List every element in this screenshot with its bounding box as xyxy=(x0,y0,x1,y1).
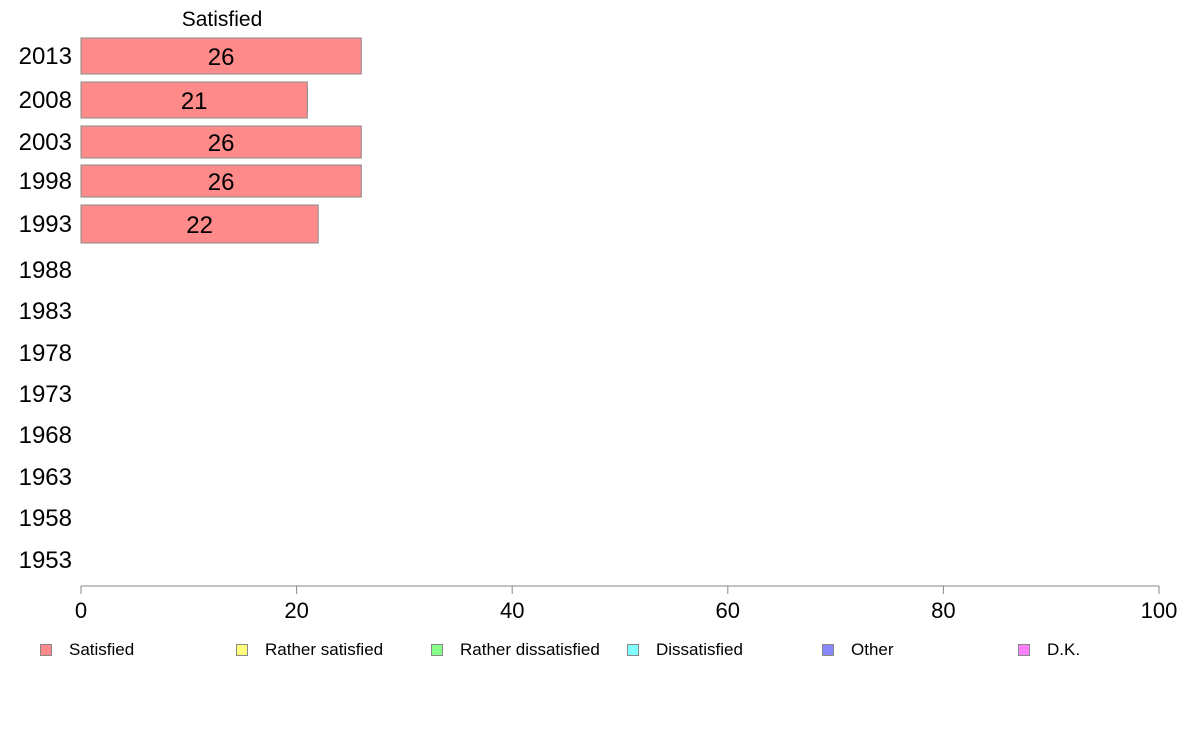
legend-swatch-rather-dissatisfied xyxy=(431,644,443,656)
legend-label-rather-satisfied: Rather satisfied xyxy=(265,640,384,659)
y-tick-label-1963: 1963 xyxy=(19,464,72,491)
bar-2003 xyxy=(80,125,362,159)
legend-label-other: Other xyxy=(851,640,894,659)
data-label-2003: 26 xyxy=(208,130,235,157)
y-tick-label-1968: 1968 xyxy=(19,422,72,449)
legend-swatch-other xyxy=(822,644,834,656)
legend-item-other: Other xyxy=(822,638,894,662)
legend-label-rather-dissatisfied: Rather dissatisfied xyxy=(460,640,600,659)
x-tick-label-60: 60 xyxy=(716,598,740,623)
x-tick-label-0: 0 xyxy=(75,598,87,623)
legend-item-dissatisfied: Dissatisfied xyxy=(627,638,743,662)
legend-swatch-dk xyxy=(1018,644,1030,656)
data-label-1993: 22 xyxy=(186,212,213,239)
y-tick-label-1953: 1953 xyxy=(19,547,72,574)
data-label-2013: 26 xyxy=(208,44,235,71)
data-label-2008: 21 xyxy=(181,88,208,115)
x-tick-label-80: 80 xyxy=(931,598,955,623)
bar-2008 xyxy=(80,81,308,119)
legend-swatch-rather-satisfied xyxy=(236,644,248,656)
y-tick-label-2008: 2008 xyxy=(19,87,72,114)
y-tick-label-2003: 2003 xyxy=(19,129,72,156)
legend-item-rather-dissatisfied: Rather dissatisfied xyxy=(431,638,600,662)
x-tick-label-40: 40 xyxy=(500,598,524,623)
legend-label-dk: D.K. xyxy=(1047,640,1081,659)
legend-label-satisfied: Satisfied xyxy=(69,640,135,659)
y-tick-label-1958: 1958 xyxy=(19,505,72,532)
legend-item-rather-satisfied: Rather satisfied xyxy=(236,638,383,662)
legend-label-dissatisfied: Dissatisfied xyxy=(656,640,743,659)
y-tick-label-1978: 1978 xyxy=(19,340,72,367)
y-axis-labels: 2013 2008 2003 1998 1993 1988 1983 1978 1973 1968… xyxy=(19,43,72,574)
x-axis: 0 20 40 60 80 100 xyxy=(75,585,1178,623)
bar-2013 xyxy=(80,37,362,75)
x-tick-label-20: 20 xyxy=(284,598,308,623)
x-tick-label-100: 100 xyxy=(1141,598,1178,623)
data-label-1998: 26 xyxy=(208,169,235,196)
legend-item-satisfied: Satisfied xyxy=(40,638,134,662)
legend-swatch-satisfied xyxy=(40,644,52,656)
legend-swatch-dissatisfied xyxy=(627,644,639,656)
y-tick-label-1993: 1993 xyxy=(19,211,72,238)
y-tick-label-1988: 1988 xyxy=(19,257,72,284)
legend: Satisfied Rather satisfied Rather dissat… xyxy=(0,638,1188,662)
y-tick-label-1998: 1998 xyxy=(19,168,72,195)
y-tick-label-1973: 1973 xyxy=(19,381,72,408)
bar-1998 xyxy=(80,164,362,198)
chart-header: Satisfied xyxy=(182,8,263,31)
bar-1993 xyxy=(80,204,319,244)
legend-item-dk: D.K. xyxy=(1018,638,1080,662)
y-tick-label-1983: 1983 xyxy=(19,298,72,325)
y-tick-label-2013: 2013 xyxy=(19,43,72,70)
